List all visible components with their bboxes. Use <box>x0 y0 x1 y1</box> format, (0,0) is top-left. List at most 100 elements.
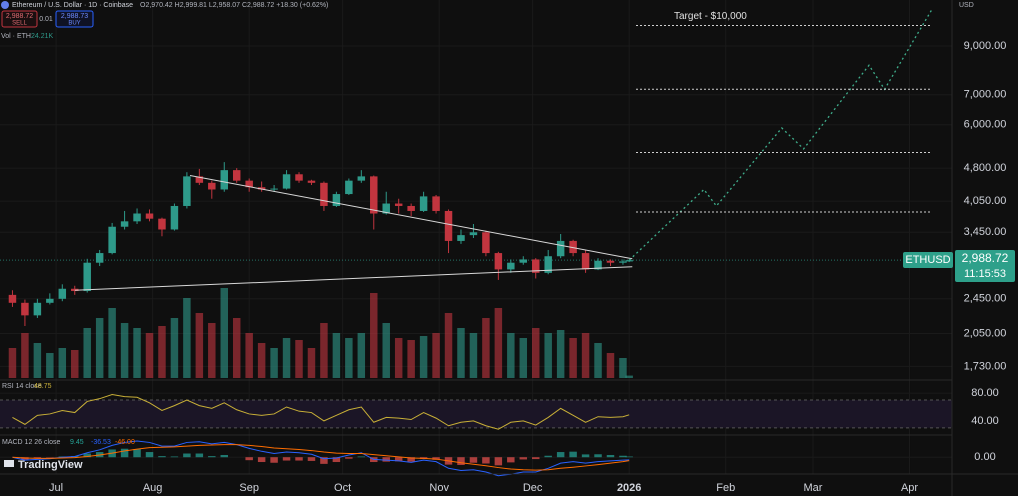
volume-bar <box>419 336 428 378</box>
macd-histogram-bar <box>619 455 627 458</box>
volume-bar <box>532 328 540 378</box>
sell-button[interactable] <box>1 10 38 28</box>
volume-bar <box>581 333 590 378</box>
candle-body <box>345 180 353 195</box>
candle-body <box>581 253 590 270</box>
volume-bar <box>457 328 465 378</box>
volume-label: Vol · ETH <box>1 33 31 40</box>
macd-histogram-bar <box>494 457 503 466</box>
ohlc: O2,970.42 H2,999.81 L2,958.07 C2,988.72 … <box>140 2 328 9</box>
y-tick-label: 0.00 <box>974 451 995 463</box>
sell-label: SELL <box>12 21 27 27</box>
candle-body <box>419 196 428 211</box>
volume-bar <box>95 318 104 378</box>
candle-body <box>569 240 577 254</box>
volume-value: 24.21K <box>31 33 54 40</box>
volume-bar <box>21 333 29 378</box>
candle-body <box>519 259 528 263</box>
candle-body <box>195 176 204 183</box>
candle-body <box>270 188 278 190</box>
candle-body <box>257 187 266 190</box>
volume-bar <box>382 323 390 378</box>
macd-hist-value: 9.45 <box>70 439 84 446</box>
x-tick-label: Apr <box>901 482 918 494</box>
volume-bar <box>170 318 179 378</box>
candle-body <box>208 182 216 190</box>
candle-body <box>532 259 540 273</box>
macd-histogram-bar <box>507 457 515 463</box>
macd-name: MACD 12 26 close <box>2 439 60 446</box>
candle-body <box>95 253 104 263</box>
volume-bar <box>145 333 154 378</box>
signal-line <box>12 444 630 471</box>
candle-body <box>619 261 627 263</box>
symbol-icon <box>1 1 9 9</box>
macd-histogram-bar <box>556 452 565 458</box>
symbol: Ethereum / U.S. Dollar · 1D · Coinbase <box>12 2 133 9</box>
volume-bar <box>33 343 42 378</box>
volume-bar <box>320 323 328 378</box>
candle-body <box>33 302 42 316</box>
candle-body <box>295 174 303 181</box>
macd-histogram-bar <box>407 457 415 462</box>
buy-button[interactable] <box>55 10 94 28</box>
volume-bar <box>158 326 166 378</box>
currency: USD <box>959 2 974 9</box>
macd-histogram-bar <box>270 457 278 463</box>
macd-histogram-bar <box>145 452 154 458</box>
buy-label: BUY <box>68 21 80 27</box>
currency-box <box>955 0 1018 10</box>
volume-bar <box>195 313 204 378</box>
volume-bar <box>370 293 378 378</box>
sell-price: 2,988.72 <box>6 13 33 20</box>
candle-body <box>46 298 54 303</box>
spread: 0.01 <box>39 16 53 23</box>
macd-histogram-bar <box>120 448 129 458</box>
candle-body <box>220 170 228 190</box>
x-tick-label: Mar <box>803 482 822 494</box>
candle-body <box>444 210 453 241</box>
volume-bar <box>345 338 353 378</box>
volume-bar <box>357 333 366 378</box>
macd-histogram-bar <box>394 457 403 462</box>
volume-bar <box>625 375 633 378</box>
volume-bar <box>394 338 403 378</box>
macd-histogram-bar <box>469 457 478 463</box>
candle-body <box>170 205 179 230</box>
rsi-band <box>0 400 952 428</box>
candle-body <box>394 203 403 206</box>
macd-histogram-bar <box>83 453 91 458</box>
volume-bar <box>208 323 216 378</box>
countdown: 11:15:53 <box>964 268 1006 280</box>
candle-body <box>556 240 565 257</box>
candle-body <box>83 262 91 292</box>
brand: TradingView <box>18 459 83 471</box>
volume-bar <box>544 333 552 378</box>
volume-bar <box>8 348 17 378</box>
volume-bar <box>58 348 67 378</box>
volume-bar <box>183 298 191 378</box>
buy-price: 2,988.73 <box>61 13 88 20</box>
macd-histogram-bar <box>208 456 216 458</box>
rsi-name: RSI 14 close <box>2 383 42 390</box>
volume-bar <box>519 338 528 378</box>
volume-bar <box>332 333 341 378</box>
rsi-line <box>12 393 630 430</box>
volume-bar <box>494 308 503 378</box>
y-tick-label: 7,000.00 <box>964 89 1007 101</box>
volume-bar <box>270 348 278 378</box>
y-tick-label: 9,000.00 <box>964 40 1007 52</box>
x-tick-label: Oct <box>334 482 351 494</box>
volume-bar <box>606 353 615 378</box>
macd-histogram-bar <box>183 453 191 458</box>
y-tick-label: 2,450.00 <box>964 293 1007 305</box>
candle-body <box>120 221 129 227</box>
macd-histogram-bar <box>482 457 490 464</box>
volume-bar <box>307 348 316 378</box>
volume-bar <box>83 328 91 378</box>
macd-histogram-bar <box>345 457 353 459</box>
volume-bar <box>282 338 291 378</box>
candle-body <box>625 260 633 262</box>
